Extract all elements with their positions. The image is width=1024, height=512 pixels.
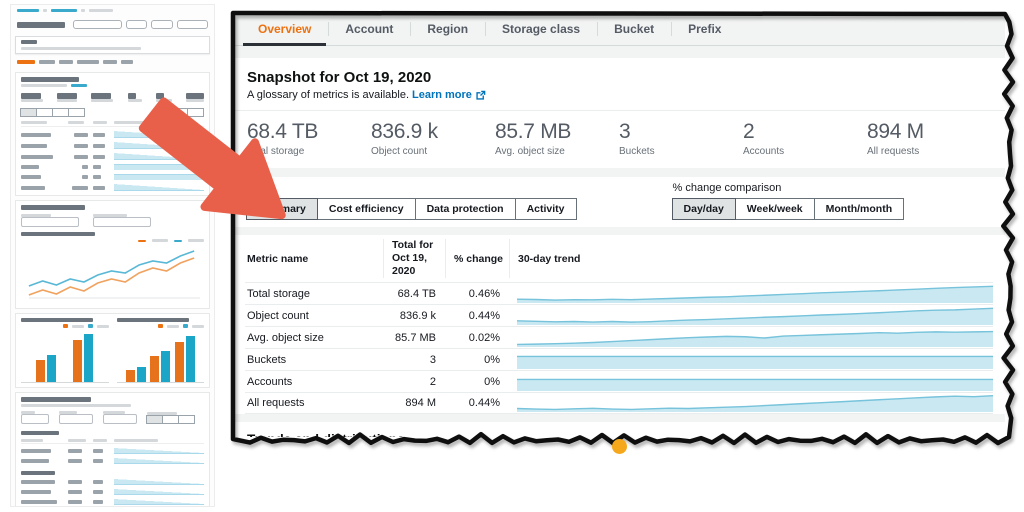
metric-value: 2 xyxy=(743,120,755,143)
snapshot-header: Snapshot for Oct 19, 2020 A glossary of … xyxy=(233,58,1005,110)
thumbnail-breadcrumb xyxy=(11,5,214,16)
table-row: Accounts 2 0% xyxy=(245,370,993,392)
row-metric-name: Total storage xyxy=(247,287,310,300)
thumbnail-button xyxy=(72,20,123,29)
row-change: 0% xyxy=(484,375,500,388)
comparison-day-day[interactable]: Day/day xyxy=(671,198,736,220)
trends-section-heading: Trends and distributions xyxy=(233,422,1005,437)
thumbnail-title-row xyxy=(11,16,214,33)
metric-label: Avg. object size xyxy=(495,146,565,157)
dashboard-tabs: Overview Account Region Storage class Bu… xyxy=(233,13,1005,46)
row-total: 3 xyxy=(429,353,436,366)
trend-sparkline xyxy=(509,351,993,369)
trend-sparkline xyxy=(509,285,993,303)
tab-overview[interactable]: Overview xyxy=(241,13,328,46)
header-metric-name: Metric name xyxy=(247,252,309,265)
row-total: 85.7 MB xyxy=(395,331,436,344)
table-header-row: Metric name Total for Oct 19, 2020 % cha… xyxy=(245,235,993,282)
metric-value: 85.7 MB xyxy=(495,120,572,143)
thumbnail-dashboard xyxy=(10,4,215,507)
spacer xyxy=(233,46,1005,58)
tab-bucket[interactable]: Bucket xyxy=(597,13,671,45)
row-metric-name: Object count xyxy=(247,309,309,322)
spacer xyxy=(233,414,1005,423)
thumbnail-distribution-charts xyxy=(15,313,210,388)
table-row: Total storage 68.4 TB 0.46% xyxy=(245,282,993,304)
tab-storage-class[interactable]: Storage class xyxy=(485,13,597,45)
yellow-dot xyxy=(612,439,627,454)
metric-label: Buckets xyxy=(619,146,655,157)
comparison-group: % change comparison Day/day Week/week Mo… xyxy=(671,182,905,220)
segment-cost-efficiency[interactable]: Cost efficiency xyxy=(316,198,416,220)
spacer xyxy=(233,227,1005,235)
row-change: 0.44% xyxy=(468,397,500,410)
metric-label: Object count xyxy=(371,146,428,157)
thumbnail-dropdown xyxy=(176,20,208,29)
trend-sparkline xyxy=(509,329,993,347)
row-total: 894 M xyxy=(405,397,436,410)
row-change: 0% xyxy=(484,353,500,366)
header-trend: 30-day trend xyxy=(509,239,993,279)
metrics-summary: 68.4 TB Total storage 836.9 k Object cou… xyxy=(233,111,1005,168)
trend-sparkline xyxy=(509,373,993,391)
table-row: Object count 836.9 k 0.44% xyxy=(245,304,993,326)
snapshot-title: Snapshot for Oct 19, 2020 xyxy=(247,69,432,86)
row-metric-name: Buckets xyxy=(247,353,287,366)
metric-accounts: 2 Accounts xyxy=(743,120,867,157)
metric-value: 3 xyxy=(619,120,631,143)
row-change: 0.44% xyxy=(468,309,500,322)
spacer xyxy=(233,168,1005,177)
magnified-panel: Overview Account Region Storage class Bu… xyxy=(233,13,1005,437)
controls-row: Summary Cost efficiency Data protection … xyxy=(233,177,1005,227)
thumbnail-trends-card xyxy=(15,200,210,309)
tab-region[interactable]: Region xyxy=(410,13,485,45)
metric-value: 894 M xyxy=(867,120,924,143)
row-metric-name: Avg. object size xyxy=(247,331,324,344)
row-change: 0.46% xyxy=(468,287,500,300)
thumbnail-info-banner xyxy=(15,36,210,54)
thumbnail-segment-group xyxy=(20,108,85,117)
trend-sparkline xyxy=(509,307,993,325)
thumbnail-topn-card xyxy=(15,392,210,506)
table-row: All requests 894 M 0.44% xyxy=(245,392,993,415)
header-total: Total for Oct 19, 2020 xyxy=(383,239,445,279)
thumbnail-button xyxy=(150,20,173,29)
thumbnail-line-chart xyxy=(28,250,201,299)
glossary-text: A glossary of metrics is available. xyxy=(247,89,410,101)
row-total: 68.4 TB xyxy=(397,287,436,300)
row-total: 2 xyxy=(429,375,436,388)
metric-avg-object-size: 85.7 MB Avg. object size xyxy=(495,120,619,157)
table-row: Avg. object size 85.7 MB 0.02% xyxy=(245,326,993,348)
trend-sparkline xyxy=(509,394,993,413)
comparison-month-month[interactable]: Month/month xyxy=(813,198,905,220)
row-metric-name: Accounts xyxy=(247,375,293,388)
tab-account[interactable]: Account xyxy=(328,13,410,45)
thumbnail-tabs xyxy=(11,56,214,68)
comparison-label: % change comparison xyxy=(672,182,782,194)
row-total: 836.9 k xyxy=(399,309,436,322)
metric-label: All requests xyxy=(867,146,920,157)
segment-activity[interactable]: Activity xyxy=(514,198,577,220)
row-change: 0.02% xyxy=(468,331,500,344)
tab-prefix[interactable]: Prefix xyxy=(671,13,738,45)
metric-object-count: 836.9 k Object count xyxy=(371,120,495,157)
summary-table: Metric name Total for Oct 19, 2020 % cha… xyxy=(233,235,1005,415)
comparison-week-week[interactable]: Week/week xyxy=(734,198,815,220)
metric-buckets: 3 Buckets xyxy=(619,120,743,157)
header-change: % change xyxy=(445,239,509,279)
thumbnail-button xyxy=(126,20,147,29)
metric-label: Accounts xyxy=(743,146,785,157)
table-row: Buckets 3 0% xyxy=(245,348,993,370)
segment-data-protection[interactable]: Data protection xyxy=(414,198,516,220)
row-metric-name: All requests xyxy=(247,397,305,410)
metric-all-requests: 894 M All requests xyxy=(867,120,991,157)
metric-value: 836.9 k xyxy=(371,120,438,143)
learn-more-link[interactable]: Learn more xyxy=(412,89,472,101)
external-link-icon[interactable] xyxy=(475,90,486,101)
